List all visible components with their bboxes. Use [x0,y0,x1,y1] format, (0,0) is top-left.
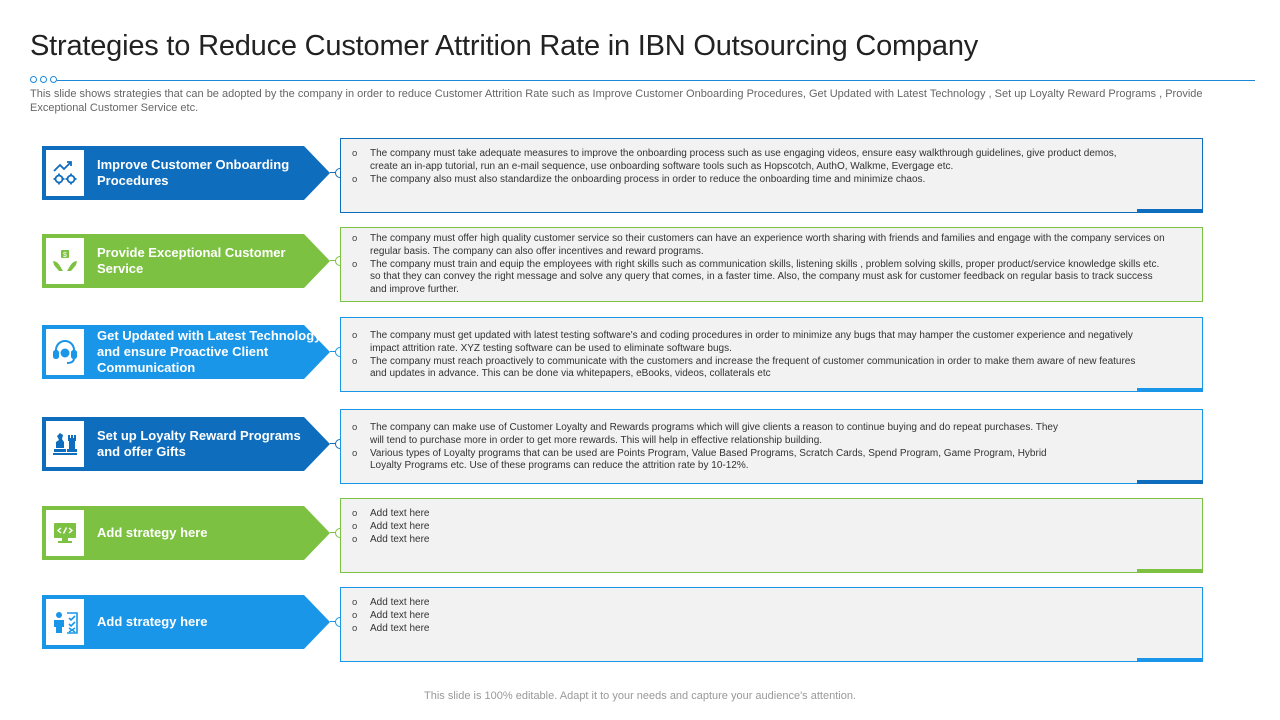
title-dots-decoration [30,76,57,83]
strategy-label-arrow: $ Provide Exceptional Customer Service [42,234,330,288]
detail-point: Various types of Loyalty programs that c… [341,448,1072,474]
strategy-details-panel: The company must get updated with latest… [340,317,1203,392]
page-title: Strategies to Reduce Customer Attrition … [30,30,979,62]
panel-accent-bar [1137,388,1203,392]
strategy-label-arrow: Set up Loyalty Reward Programs and offer… [42,417,330,471]
person-checklist-icon [46,599,84,645]
detail-point: Add text here [341,508,1202,521]
chess-strategy-icon [46,421,84,467]
detail-point: The company must offer high quality cust… [341,233,1166,259]
panel-accent-bar [1137,569,1203,573]
title-divider [57,80,1255,81]
strategy-details-panel: The company must take adequate measures … [340,138,1203,213]
svg-text:$: $ [63,252,67,259]
strategy-details-panel: Add text here Add text here Add text her… [340,587,1203,662]
detail-point: The company also must also standardize t… [341,174,1136,187]
detail-point: Add text here [341,610,1202,623]
strategy-label-arrow: Get Updated with Latest Technology and e… [42,325,330,379]
detail-point: Add text here [341,534,1202,547]
strategy-label-arrow: Improve Customer Onboarding Procedures [42,146,330,200]
detail-point: The company must get updated with latest… [341,330,1136,356]
detail-point: The company must take adequate measures … [341,148,1136,174]
strategy-details-panel: The company can make use of Customer Loy… [340,409,1203,484]
strategy-title: Add strategy here [97,614,208,629]
detail-point: Add text here [341,521,1202,534]
strategy-label-arrow: Add strategy here [42,595,330,649]
strategy-title: Get Updated with Latest Technology and e… [97,328,322,375]
panel-accent-bar [1137,209,1203,213]
hands-care-icon: $ [46,238,84,284]
detail-point: The company can make use of Customer Loy… [341,422,1072,448]
strategy-details-panel: Add text here Add text here Add text her… [340,498,1203,573]
footer-note: This slide is 100% editable. Adapt it to… [424,690,856,702]
code-monitor-icon [46,510,84,556]
decor-dot [30,76,37,83]
page-subtitle: This slide shows strategies that can be … [30,88,1203,114]
detail-point: The company must reach proactively to co… [341,356,1136,382]
detail-point: Add text here [341,597,1202,610]
panel-accent-bar [1137,480,1203,484]
strategy-label-arrow: Add strategy here [42,506,330,560]
detail-point: The company must train and equip the emp… [341,259,1166,297]
decor-dot [50,76,57,83]
strategy-details-panel: The company must offer high quality cust… [340,227,1203,302]
settings-growth-icon [46,150,84,196]
decor-dot [40,76,47,83]
headset-support-icon [46,329,84,375]
strategy-title: Improve Customer Onboarding Procedures [97,157,290,188]
strategy-title: Provide Exceptional Customer Service [97,245,286,276]
strategy-title: Set up Loyalty Reward Programs and offer… [97,428,301,459]
panel-accent-bar [1137,658,1203,662]
detail-point: Add text here [341,623,1202,636]
strategy-title: Add strategy here [97,525,208,540]
